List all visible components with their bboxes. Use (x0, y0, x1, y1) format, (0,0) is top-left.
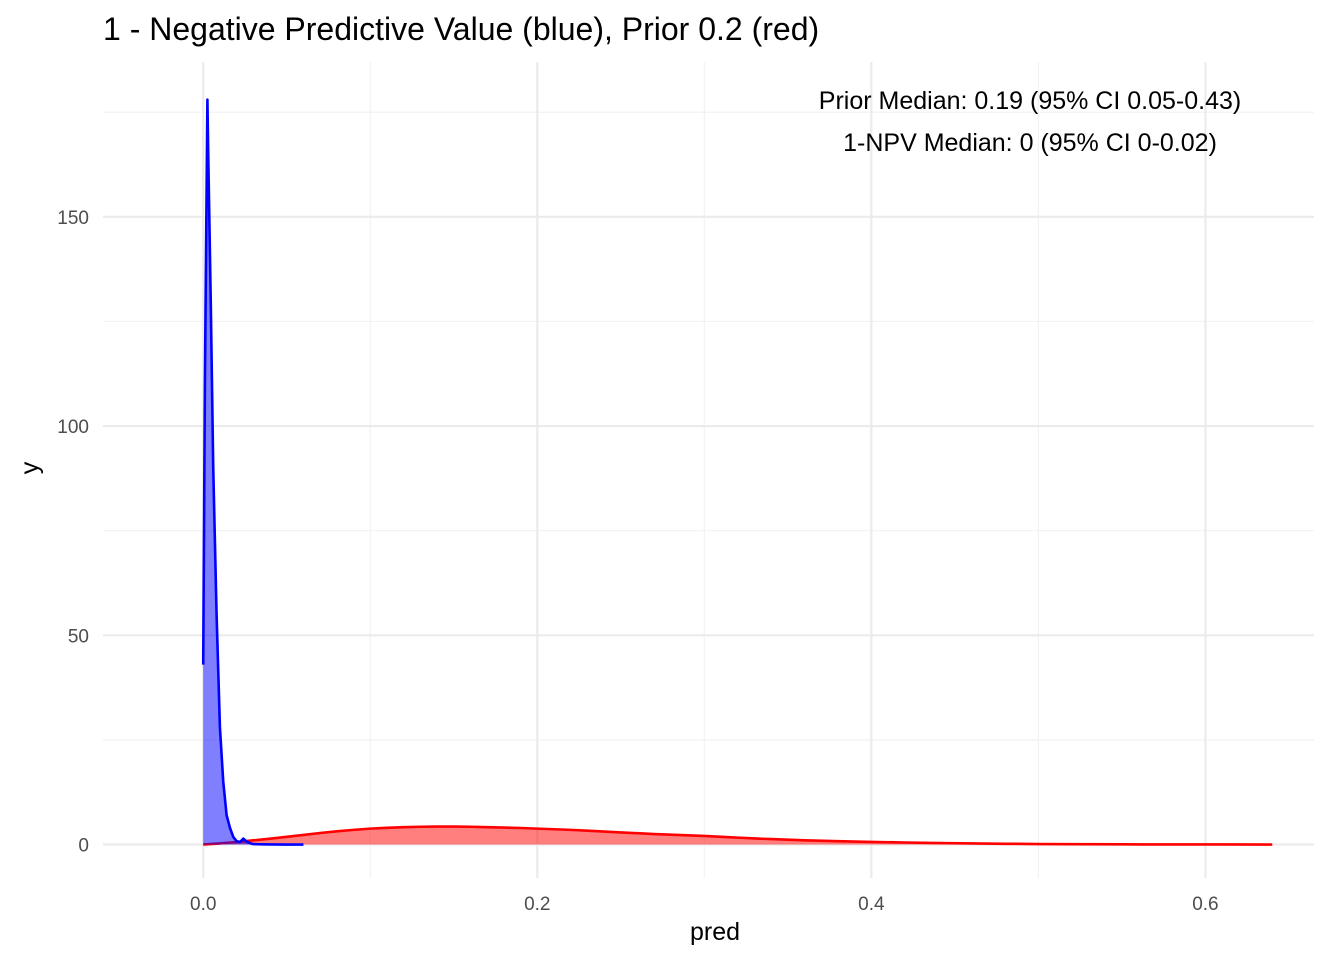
grid-lines (103, 62, 1314, 878)
prior-density-line (203, 825, 1273, 846)
y-tick-label: 150 (57, 208, 89, 229)
x-tick-label: 0.2 (524, 894, 550, 915)
y-tick-label: 0 (78, 836, 89, 857)
y-axis-label: y (16, 461, 44, 474)
y-tick-label: 50 (68, 626, 89, 647)
y-tick-label: 100 (57, 417, 89, 438)
x-axis-label: pred (690, 918, 740, 946)
npv-density-line (201, 98, 304, 846)
x-tick-label: 0.4 (858, 894, 885, 915)
prior-median-annotation: Prior Median: 0.19 (95% CI 0.05-0.43) (819, 87, 1241, 115)
annotations: Prior Median: 0.19 (95% CI 0.05-0.43) 1-… (819, 87, 1241, 157)
npv-density-area (203, 99, 304, 845)
x-tick-label: 0.6 (1192, 894, 1218, 915)
density-series (201, 98, 1273, 846)
chart-title: 1 - Negative Predictive Value (blue), Pr… (103, 11, 819, 47)
npv-median-annotation: 1-NPV Median: 0 (95% CI 0-0.02) (843, 129, 1217, 157)
x-tick-label: 0.0 (190, 894, 216, 915)
prior-density-area (203, 826, 1273, 845)
y-axis-tick-labels: 0 50 100 150 (57, 208, 89, 857)
x-axis-tick-labels: 0.0 0.2 0.4 0.6 (190, 894, 1219, 915)
